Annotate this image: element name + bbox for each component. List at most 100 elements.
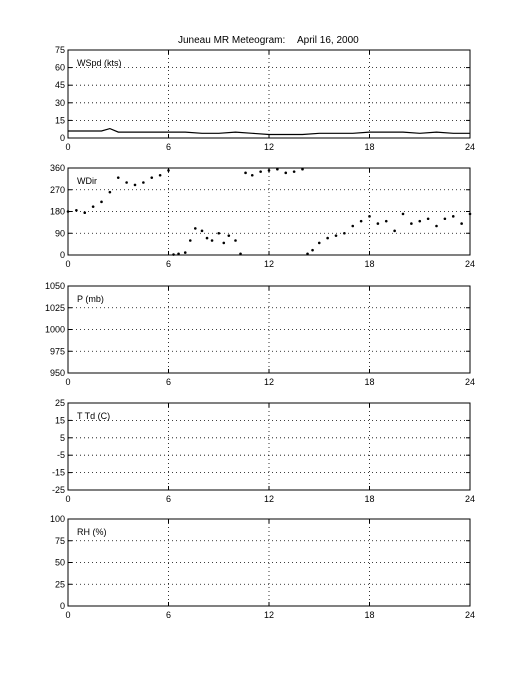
panel-label: T Td (C) — [77, 411, 110, 421]
data-point — [418, 219, 422, 223]
data-point — [393, 229, 396, 233]
y-tick-label: 45 — [55, 80, 65, 90]
data-point — [451, 215, 455, 218]
data-point — [116, 176, 120, 179]
data-point — [306, 252, 309, 256]
y-tick-label: 60 — [55, 63, 65, 73]
y-tick-label: 950 — [50, 368, 65, 378]
x-tick-label: 18 — [364, 494, 374, 504]
data-point — [100, 200, 103, 204]
y-tick-label: 5 — [60, 433, 65, 443]
data-point — [172, 253, 175, 256]
x-tick-label: 0 — [65, 494, 70, 504]
x-tick-label: 18 — [364, 377, 374, 387]
data-point — [83, 211, 87, 215]
y-tick-label: 1025 — [45, 303, 65, 313]
panel-3: 0 6 12 18 24 950 975 1000 1025 1050 P (mb) — [45, 281, 475, 387]
data-point — [343, 231, 346, 235]
data-point — [368, 215, 371, 218]
x-tick-label: 24 — [465, 259, 475, 269]
y-tick-label: -25 — [52, 485, 65, 495]
data-point — [227, 234, 231, 237]
x-tick-label: 0 — [65, 610, 70, 620]
data-point — [244, 171, 247, 175]
data-point — [284, 171, 288, 175]
data-point — [194, 227, 197, 230]
y-tick-label: 50 — [55, 558, 65, 568]
data-point — [91, 205, 95, 208]
x-tick-label: 18 — [364, 142, 374, 152]
x-tick-label: 12 — [264, 494, 274, 504]
data-point — [205, 236, 209, 240]
data-point — [376, 222, 380, 225]
panel-1: 0 6 12 18 24 0 15 30 45 60 75 WSpd (kts) — [55, 45, 475, 152]
data-point — [426, 217, 430, 221]
y-tick-label: 25 — [55, 579, 65, 589]
y-tick-label: 30 — [55, 98, 65, 108]
x-tick-label: 18 — [364, 610, 374, 620]
data-point — [200, 229, 204, 233]
x-tick-label: 6 — [166, 142, 171, 152]
data-point — [75, 208, 78, 212]
y-tick-label: 15 — [55, 115, 65, 125]
data-point — [401, 212, 405, 216]
y-tick-label: 270 — [50, 185, 65, 195]
data-point — [301, 167, 304, 171]
y-tick-label: 90 — [55, 228, 65, 238]
data-point — [460, 222, 463, 225]
panel-4: 0 6 12 18 24 -25 -15 -5 5 15 25 T Td (C) — [52, 398, 475, 504]
data-point — [334, 234, 338, 237]
x-tick-label: 24 — [465, 610, 475, 620]
data-point — [384, 219, 388, 223]
data-point — [158, 173, 162, 177]
x-tick-label: 12 — [264, 610, 274, 620]
x-tick-label: 18 — [364, 259, 374, 269]
y-tick-label: 975 — [50, 346, 65, 356]
panel-label: RH (%) — [77, 527, 107, 537]
y-tick-label: 360 — [50, 163, 65, 173]
data-point — [292, 170, 296, 173]
data-point — [167, 169, 170, 172]
x-tick-label: 6 — [166, 377, 171, 387]
y-tick-label: 25 — [55, 398, 65, 408]
y-tick-label: 15 — [55, 415, 65, 425]
data-point — [410, 222, 413, 225]
y-tick-label: 180 — [50, 207, 65, 217]
x-tick-label: 6 — [166, 494, 171, 504]
data-point — [133, 183, 137, 187]
y-tick-label: 100 — [50, 514, 65, 524]
data-point — [311, 248, 314, 252]
plot-frame — [67, 402, 471, 491]
data-point — [250, 173, 254, 177]
panel-label: WDir — [77, 176, 97, 186]
data-point — [359, 219, 363, 223]
data-point — [210, 239, 214, 242]
y-tick-label: -5 — [57, 450, 65, 460]
data-point — [351, 224, 355, 228]
x-tick-label: 24 — [465, 377, 475, 387]
x-tick-label: 6 — [166, 259, 171, 269]
y-tick-label: 1050 — [45, 281, 65, 291]
y-tick-label: 0 — [60, 601, 65, 611]
series-line-1 — [68, 127, 470, 136]
data-point — [435, 224, 438, 228]
data-point — [217, 231, 221, 235]
x-tick-label: 24 — [465, 494, 475, 504]
panel-label: WSpd (kts) — [77, 58, 122, 68]
y-tick-label: 0 — [60, 133, 65, 143]
data-point — [276, 167, 279, 171]
figure-date: April 16, 2000 — [297, 35, 359, 46]
data-point — [183, 251, 187, 254]
data-point — [66, 210, 70, 213]
x-tick-label: 0 — [65, 142, 70, 152]
data-point — [267, 169, 271, 172]
data-point — [188, 239, 192, 242]
data-point — [259, 170, 262, 173]
data-point — [234, 239, 237, 242]
x-tick-label: 0 — [65, 377, 70, 387]
y-tick-label: 75 — [55, 45, 65, 55]
data-point — [222, 241, 226, 245]
y-tick-label: 0 — [60, 250, 65, 260]
